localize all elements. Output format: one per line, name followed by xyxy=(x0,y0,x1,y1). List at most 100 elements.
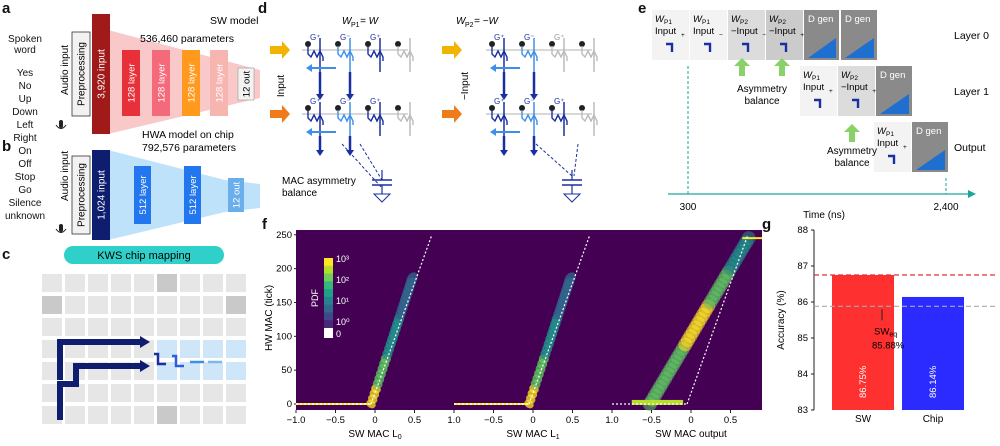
g-ytick: 87 xyxy=(797,261,808,272)
input-arrow-2 xyxy=(270,105,290,123)
cell-w: W xyxy=(655,14,665,25)
chip-tile xyxy=(111,406,131,424)
f-ytick: 50 xyxy=(281,365,292,376)
chip-tile xyxy=(203,296,223,314)
accuracy-bar xyxy=(832,275,894,410)
route-arrow-2 xyxy=(140,360,150,372)
keyword-word: Spoken xyxy=(8,34,42,45)
timing-cell xyxy=(652,10,689,60)
mac-link-right-1 xyxy=(535,143,573,177)
pulse-icon xyxy=(780,42,788,52)
cell-sub: P2 xyxy=(850,75,858,82)
colorbar-segment xyxy=(324,281,333,290)
f-xtick: 1.0 xyxy=(605,415,618,426)
down-arrow-icon xyxy=(500,150,508,156)
time-axis-label: Time (ns) xyxy=(803,210,845,221)
transistor-node xyxy=(365,105,371,111)
chip-tile xyxy=(157,296,177,314)
chip-tile xyxy=(157,406,177,424)
f-xtick: −1.0 xyxy=(287,415,306,426)
transistor-node xyxy=(549,41,555,47)
keyword-word: Go xyxy=(18,185,32,196)
sw-input-layer xyxy=(92,14,110,134)
pulse-icon xyxy=(742,42,750,52)
transistor-node xyxy=(549,105,555,111)
t2400-label: 2,400 xyxy=(933,202,958,213)
chip-tile xyxy=(226,274,246,292)
route-line-1 xyxy=(57,339,140,380)
sw-layer-3 xyxy=(182,50,200,116)
asymmetry-arrow-2 xyxy=(844,124,860,142)
pulse-icon xyxy=(888,154,896,164)
cell-sign: + xyxy=(681,32,685,39)
chip-tile xyxy=(88,274,108,292)
transistor-node xyxy=(489,41,495,47)
microphone-icon xyxy=(55,224,67,233)
cell-sign: − xyxy=(762,32,766,39)
down-arrow-icon xyxy=(530,150,538,156)
preprocessing-box-b xyxy=(71,155,91,235)
transistor-node xyxy=(335,105,341,111)
crossbar-circuit-diagram-right: G⁺ G⁻ G⁺ G⁺ G⁻ G⁺ xyxy=(486,33,598,203)
hwa-layer-2-label: 512 layer xyxy=(188,175,199,214)
keyword-word: Silence xyxy=(8,198,42,209)
colorbar-segment xyxy=(324,320,333,329)
resistor-icon xyxy=(397,46,414,61)
resistor-icon xyxy=(397,110,414,125)
chip-tile xyxy=(111,384,131,402)
g-ytick: 83 xyxy=(797,405,808,416)
mac-link-right-2 xyxy=(573,143,579,177)
bar-value-label: 86.14% xyxy=(928,365,939,398)
f-xtick: −0.5 xyxy=(484,415,503,426)
cell-w: W xyxy=(877,126,887,137)
mac-link-2 xyxy=(359,143,383,181)
conductance-label: G⁻ xyxy=(340,97,350,106)
chip-tile xyxy=(42,318,62,336)
chip-tile xyxy=(157,274,177,292)
ramp-icon xyxy=(845,38,874,58)
wp1-sub: P1 xyxy=(351,22,360,29)
capacitor-icon xyxy=(562,170,582,203)
arrowhead-icon xyxy=(490,128,496,136)
resistor-icon xyxy=(581,110,598,125)
chip-tile xyxy=(203,340,223,358)
chip-tile xyxy=(203,362,223,380)
down-arrow-icon xyxy=(316,150,324,156)
chip-tile xyxy=(134,274,154,292)
chip-tile xyxy=(134,406,154,424)
arrowhead-icon xyxy=(490,64,496,72)
chip-tile xyxy=(203,384,223,402)
sw-layer-1 xyxy=(122,50,140,116)
keyword-word: Off xyxy=(18,159,32,170)
colorbar-segment xyxy=(324,312,333,321)
chip-tile xyxy=(203,318,223,336)
keyword-word: word xyxy=(14,45,36,56)
cell-w: W xyxy=(769,14,779,25)
g-ytick: 84 xyxy=(797,369,808,380)
transistor-node xyxy=(519,41,525,47)
f-xlabel: SW MAC L1 xyxy=(506,429,559,441)
cell-w: W xyxy=(803,70,813,81)
chip-tile xyxy=(157,384,177,402)
panel-letter-a: a xyxy=(2,0,11,17)
f-xtick: −0.5 xyxy=(642,415,661,426)
transistor-node xyxy=(579,105,585,111)
bar-category-label: SW xyxy=(855,414,872,425)
asym-label-1: Asymmetry balance xyxy=(737,84,787,107)
cell-text: −Input xyxy=(731,26,758,37)
wp1-eq: = W xyxy=(360,16,380,27)
f-xtick: 0.5 xyxy=(724,415,737,426)
colorbar-segment xyxy=(324,304,333,313)
cell-sub: P1 xyxy=(702,19,710,26)
cell-text: Input xyxy=(655,26,676,37)
chip-tile xyxy=(88,296,108,314)
down-arrow-icon xyxy=(316,94,324,100)
hwa-output-label: 12 out xyxy=(232,181,243,208)
chip-tile xyxy=(226,318,246,336)
g-ylabel: Accuracy (%) xyxy=(776,290,787,349)
microphone-icon xyxy=(55,120,67,129)
pulse-icon xyxy=(814,98,822,108)
kws-title-pill xyxy=(64,246,224,264)
down-arrow-icon xyxy=(530,94,538,100)
